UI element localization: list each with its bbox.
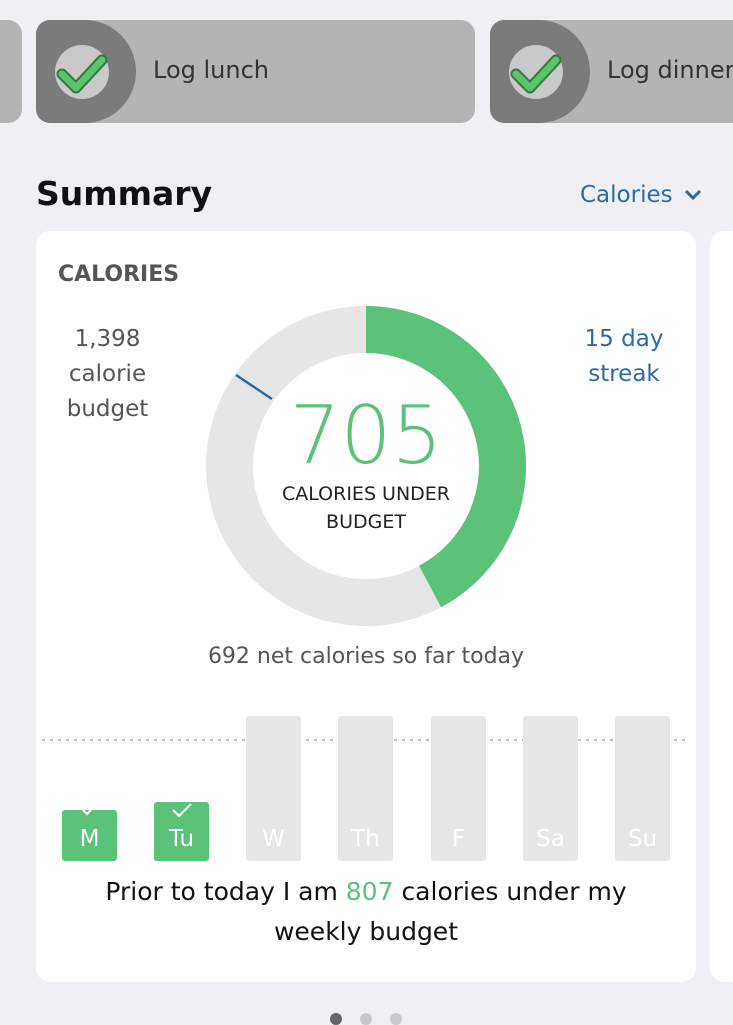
check-icon xyxy=(55,45,109,99)
day-check xyxy=(80,801,100,816)
chevron xyxy=(684,189,701,201)
day-label: F xyxy=(451,826,466,852)
task-card[interactable] xyxy=(0,20,22,123)
summary-selector[interactable]: Calories xyxy=(580,182,702,208)
weekly-note: Prior to today I am 807 calories under m… xyxy=(76,872,656,952)
day-label: Th xyxy=(351,826,380,852)
day-bar xyxy=(62,810,117,861)
page-dot[interactable] xyxy=(330,1013,342,1025)
donut-progress xyxy=(365,306,526,608)
task-label: Log dinner xyxy=(607,56,733,84)
streak: 15 day streak xyxy=(584,326,664,387)
remaining-value: 705 xyxy=(289,389,443,482)
day-bar xyxy=(338,716,393,861)
remaining-label: CALORIES UNDER BUDGET xyxy=(282,483,450,533)
net-calories: 692 net calories so far today xyxy=(207,644,525,669)
page-dot[interactable] xyxy=(360,1013,372,1025)
note-text: calories under my weekly budget xyxy=(273,877,627,946)
day-check xyxy=(172,803,192,818)
budget: 1,398 calorie budget xyxy=(66,326,149,422)
selector-label: Calories xyxy=(580,182,673,208)
budget-marker xyxy=(235,373,273,401)
day-label: Su xyxy=(627,826,658,852)
page-dot[interactable] xyxy=(390,1013,402,1025)
day-label: Sa xyxy=(536,826,565,852)
day-bar xyxy=(431,716,486,861)
task-card[interactable]: Log lunch xyxy=(36,20,475,123)
note-text: Prior to today I am xyxy=(105,877,338,906)
card-heading: CALORIES xyxy=(58,262,180,287)
day-label: M xyxy=(79,826,100,852)
task-label: Log lunch xyxy=(153,56,269,84)
day-bar xyxy=(523,716,578,861)
task-card[interactable]: Log dinner xyxy=(490,20,733,123)
day-label: W xyxy=(262,826,285,852)
day-bar xyxy=(154,802,209,861)
next-card xyxy=(710,231,733,982)
check-icon xyxy=(509,45,563,99)
section-title: Summary xyxy=(36,174,213,213)
day-bar xyxy=(615,716,670,861)
note-value: 807 xyxy=(345,877,394,906)
day-bar xyxy=(246,716,301,861)
day-label: Tu xyxy=(168,826,195,852)
